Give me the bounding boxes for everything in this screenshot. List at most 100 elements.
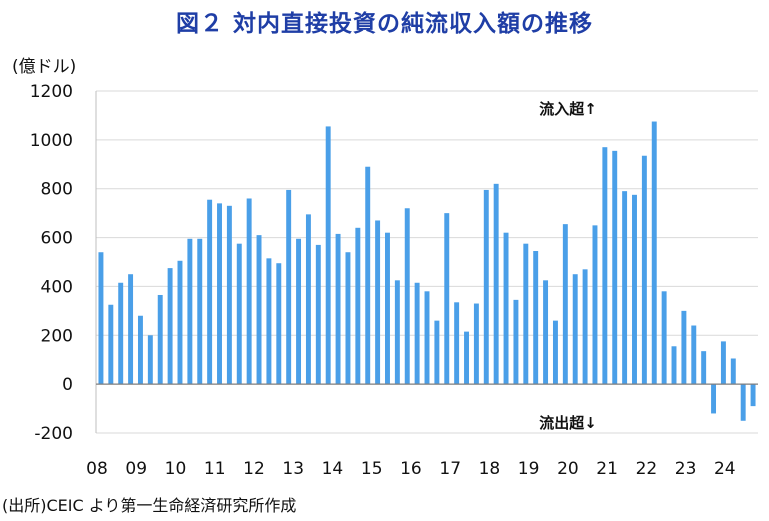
bar (394, 280, 400, 385)
bar (464, 331, 469, 385)
bar (483, 189, 489, 385)
bar (602, 147, 608, 385)
bar (375, 220, 381, 385)
x-tick-label: 19 (518, 459, 540, 479)
bar-series (98, 121, 756, 421)
bar (365, 166, 371, 385)
y-tick-label: 600 (41, 229, 73, 249)
bar (177, 260, 183, 385)
chart-title: 図２ 対内直接投資の純流収入額の推移 (175, 11, 593, 37)
x-tick-label: 20 (557, 459, 579, 479)
x-tick-label: 18 (479, 459, 501, 479)
gridlines (96, 90, 758, 434)
bar (641, 155, 647, 385)
bar (325, 126, 331, 385)
x-tick-label: 16 (400, 459, 422, 479)
bar (661, 291, 667, 385)
bar (592, 225, 598, 385)
bar (345, 252, 351, 385)
bar (286, 189, 292, 385)
bar (552, 320, 558, 385)
bar (572, 274, 578, 385)
source-note: (出所)CEIC より第一生命経済研究所作成 (2, 496, 297, 515)
bar (296, 238, 302, 385)
bar (503, 232, 509, 385)
bar (711, 384, 717, 414)
x-tick-label: 13 (282, 459, 304, 479)
x-tick-label: 15 (361, 459, 383, 479)
y-axis-ticks: -200 0 200 400 600 800 1000 1200 (30, 82, 73, 444)
bar (444, 213, 450, 385)
bar (513, 299, 519, 385)
bar (335, 233, 341, 385)
bar (612, 150, 618, 385)
bar (701, 351, 707, 385)
y-tick-label: 800 (41, 180, 73, 200)
bar (276, 263, 282, 385)
bar (750, 384, 756, 407)
x-tick-label: 11 (204, 459, 226, 479)
bar (118, 282, 124, 385)
y-tick-label: 1000 (30, 131, 73, 151)
bar (493, 183, 499, 385)
x-tick-label: 14 (322, 459, 344, 479)
outflow-annotation: 流出超↓ (539, 414, 597, 432)
bar (720, 341, 726, 385)
bar (651, 121, 657, 385)
y-tick-label: 400 (41, 277, 73, 297)
bar (730, 358, 736, 385)
bar (98, 252, 104, 385)
bar (217, 203, 222, 385)
x-tick-label: 24 (714, 459, 736, 479)
bar (246, 198, 252, 385)
x-tick-label: 08 (86, 459, 108, 479)
bar (167, 268, 173, 385)
x-tick-label: 09 (125, 459, 147, 479)
x-tick-label: 23 (675, 459, 697, 479)
bar (533, 251, 539, 385)
bar (691, 325, 697, 385)
y-axis-unit-label: (億ドル) (12, 57, 77, 77)
bar (187, 238, 193, 385)
bar (355, 227, 361, 385)
bar (582, 269, 588, 385)
bar (681, 310, 687, 385)
bar (523, 243, 529, 385)
bar (414, 282, 420, 385)
bar (147, 335, 153, 385)
bar (622, 191, 628, 385)
x-tick-label: 21 (596, 459, 618, 479)
bar (404, 208, 410, 385)
x-tick-label: 10 (165, 459, 187, 479)
bar (236, 243, 242, 385)
bar (562, 224, 568, 385)
x-tick-label: 17 (439, 459, 461, 479)
y-tick-label: -200 (34, 424, 73, 444)
x-tick-label: 12 (243, 459, 265, 479)
y-tick-label: 1200 (30, 82, 73, 102)
bar (315, 244, 321, 385)
bar (424, 291, 430, 385)
bar (632, 194, 637, 385)
bar (266, 258, 272, 385)
bar (137, 315, 143, 385)
y-tick-label: 200 (41, 326, 73, 346)
inflow-annotation: 流入超↑ (539, 100, 597, 118)
x-axis-ticks: 08 09 10 11 12 13 14 15 16 17 18 19 20 21 22 23 24 (86, 459, 735, 479)
bar (434, 320, 440, 385)
bar (543, 280, 549, 385)
bar (454, 302, 460, 385)
x-tick-label: 22 (636, 459, 658, 479)
bar (671, 346, 677, 385)
bar (157, 294, 163, 385)
y-tick-label: 0 (62, 375, 73, 395)
bar (128, 274, 134, 385)
bar (740, 384, 746, 421)
bar (385, 232, 390, 385)
bar (256, 235, 262, 385)
bar (197, 238, 203, 385)
bar (473, 303, 479, 385)
bar (305, 214, 311, 385)
bar (226, 205, 232, 385)
